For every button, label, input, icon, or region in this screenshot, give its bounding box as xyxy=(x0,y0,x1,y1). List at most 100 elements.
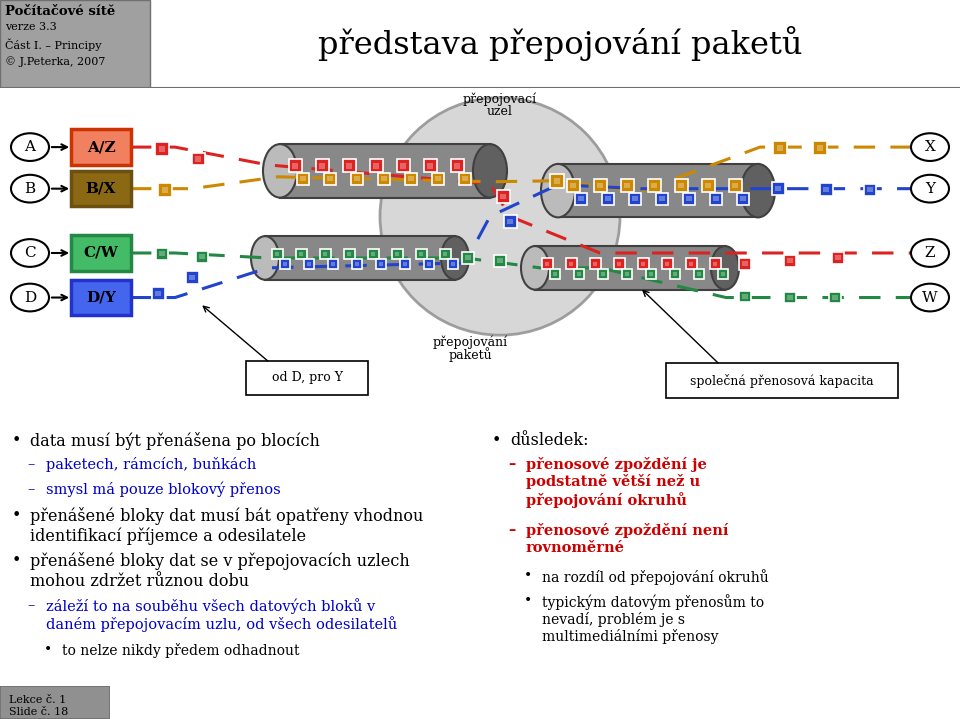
Text: •: • xyxy=(524,569,532,583)
Text: •: • xyxy=(12,506,21,523)
Text: X: X xyxy=(924,140,935,154)
Ellipse shape xyxy=(473,144,507,198)
FancyBboxPatch shape xyxy=(292,163,298,168)
Text: •: • xyxy=(43,644,52,657)
Text: přepojování: přepojování xyxy=(432,335,508,349)
FancyBboxPatch shape xyxy=(829,292,841,303)
Ellipse shape xyxy=(911,239,949,267)
FancyBboxPatch shape xyxy=(494,255,506,267)
Text: společná přenosová kapacita: společná přenosová kapacita xyxy=(690,374,874,388)
FancyBboxPatch shape xyxy=(597,183,603,188)
FancyBboxPatch shape xyxy=(553,272,557,276)
Text: •: • xyxy=(12,552,21,569)
FancyBboxPatch shape xyxy=(832,295,837,300)
FancyBboxPatch shape xyxy=(742,262,748,266)
FancyBboxPatch shape xyxy=(283,262,287,266)
FancyBboxPatch shape xyxy=(0,686,110,719)
Ellipse shape xyxy=(711,246,739,290)
FancyBboxPatch shape xyxy=(355,262,359,266)
FancyBboxPatch shape xyxy=(688,262,693,266)
Text: data musí být přenášena po blocích: data musí být přenášena po blocích xyxy=(30,432,320,450)
Ellipse shape xyxy=(911,133,949,161)
FancyBboxPatch shape xyxy=(200,255,204,260)
FancyBboxPatch shape xyxy=(427,163,433,168)
FancyBboxPatch shape xyxy=(162,187,168,193)
FancyBboxPatch shape xyxy=(347,163,351,168)
FancyBboxPatch shape xyxy=(740,196,746,201)
FancyBboxPatch shape xyxy=(343,160,355,173)
FancyBboxPatch shape xyxy=(649,272,653,276)
FancyBboxPatch shape xyxy=(275,252,279,256)
FancyBboxPatch shape xyxy=(670,269,680,279)
FancyBboxPatch shape xyxy=(159,146,165,152)
FancyBboxPatch shape xyxy=(729,179,741,192)
FancyBboxPatch shape xyxy=(466,255,470,260)
FancyBboxPatch shape xyxy=(565,258,577,270)
FancyBboxPatch shape xyxy=(371,252,375,256)
FancyBboxPatch shape xyxy=(416,249,426,260)
FancyBboxPatch shape xyxy=(773,141,787,155)
Text: typickým datovým přenosům to
nevadí, problém je s
multimediálními přenosy: typickým datovým přenosům to nevadí, pro… xyxy=(541,594,764,644)
Text: •: • xyxy=(524,594,532,608)
FancyBboxPatch shape xyxy=(307,262,311,266)
FancyBboxPatch shape xyxy=(706,183,710,188)
Text: C: C xyxy=(24,246,36,260)
FancyBboxPatch shape xyxy=(400,163,406,168)
FancyBboxPatch shape xyxy=(777,145,783,151)
FancyBboxPatch shape xyxy=(570,183,576,188)
FancyBboxPatch shape xyxy=(409,176,414,181)
FancyBboxPatch shape xyxy=(376,259,386,269)
FancyBboxPatch shape xyxy=(400,259,410,269)
FancyBboxPatch shape xyxy=(566,179,580,192)
FancyBboxPatch shape xyxy=(712,262,717,266)
FancyBboxPatch shape xyxy=(71,129,131,165)
FancyBboxPatch shape xyxy=(721,272,725,276)
FancyBboxPatch shape xyxy=(575,193,587,204)
Ellipse shape xyxy=(541,164,575,217)
FancyBboxPatch shape xyxy=(647,179,660,192)
FancyBboxPatch shape xyxy=(71,171,131,206)
FancyBboxPatch shape xyxy=(450,160,464,173)
Text: důsledek:: důsledek: xyxy=(510,432,588,449)
FancyBboxPatch shape xyxy=(613,258,625,270)
FancyBboxPatch shape xyxy=(299,252,303,256)
Text: –: – xyxy=(508,523,516,537)
FancyBboxPatch shape xyxy=(739,290,751,303)
FancyBboxPatch shape xyxy=(347,252,351,256)
FancyBboxPatch shape xyxy=(0,0,150,88)
Text: uzel: uzel xyxy=(487,104,513,117)
FancyBboxPatch shape xyxy=(685,258,697,270)
FancyBboxPatch shape xyxy=(71,280,131,316)
Ellipse shape xyxy=(251,236,279,280)
FancyBboxPatch shape xyxy=(784,292,796,303)
Text: přenosové zpoždění je
podstatně větší než u
přepojování okruhů: přenosové zpoždění je podstatně větší ne… xyxy=(526,457,707,508)
Text: B/X: B/X xyxy=(85,182,116,196)
FancyBboxPatch shape xyxy=(503,215,516,228)
FancyBboxPatch shape xyxy=(694,269,704,279)
FancyBboxPatch shape xyxy=(328,259,338,269)
Text: smysl má pouze blokový přenos: smysl má pouze blokový přenos xyxy=(46,482,280,498)
Text: paketů: paketů xyxy=(448,347,492,362)
FancyBboxPatch shape xyxy=(344,249,354,260)
Ellipse shape xyxy=(263,144,297,198)
Text: paketech, rámcích, buňkách: paketech, rámcích, buňkách xyxy=(46,457,256,472)
Ellipse shape xyxy=(11,239,49,267)
FancyBboxPatch shape xyxy=(742,294,748,299)
Text: na rozdíl od přepojování okruhů: na rozdíl od přepojování okruhů xyxy=(541,569,769,585)
Text: Část I. – Principy: Část I. – Principy xyxy=(5,39,102,51)
Polygon shape xyxy=(558,164,758,217)
FancyBboxPatch shape xyxy=(152,287,164,300)
FancyBboxPatch shape xyxy=(352,259,362,269)
FancyBboxPatch shape xyxy=(732,183,737,188)
FancyBboxPatch shape xyxy=(304,259,314,269)
FancyBboxPatch shape xyxy=(500,194,506,199)
Text: –: – xyxy=(28,457,35,471)
Text: od D, pro Y: od D, pro Y xyxy=(272,371,343,384)
Text: to nelze nikdy předem odhadnout: to nelze nikdy předem odhadnout xyxy=(61,644,300,659)
FancyBboxPatch shape xyxy=(813,141,827,155)
FancyBboxPatch shape xyxy=(392,249,402,260)
FancyBboxPatch shape xyxy=(379,262,383,266)
FancyBboxPatch shape xyxy=(354,176,360,181)
Text: C/W: C/W xyxy=(84,246,118,260)
FancyBboxPatch shape xyxy=(436,176,441,181)
